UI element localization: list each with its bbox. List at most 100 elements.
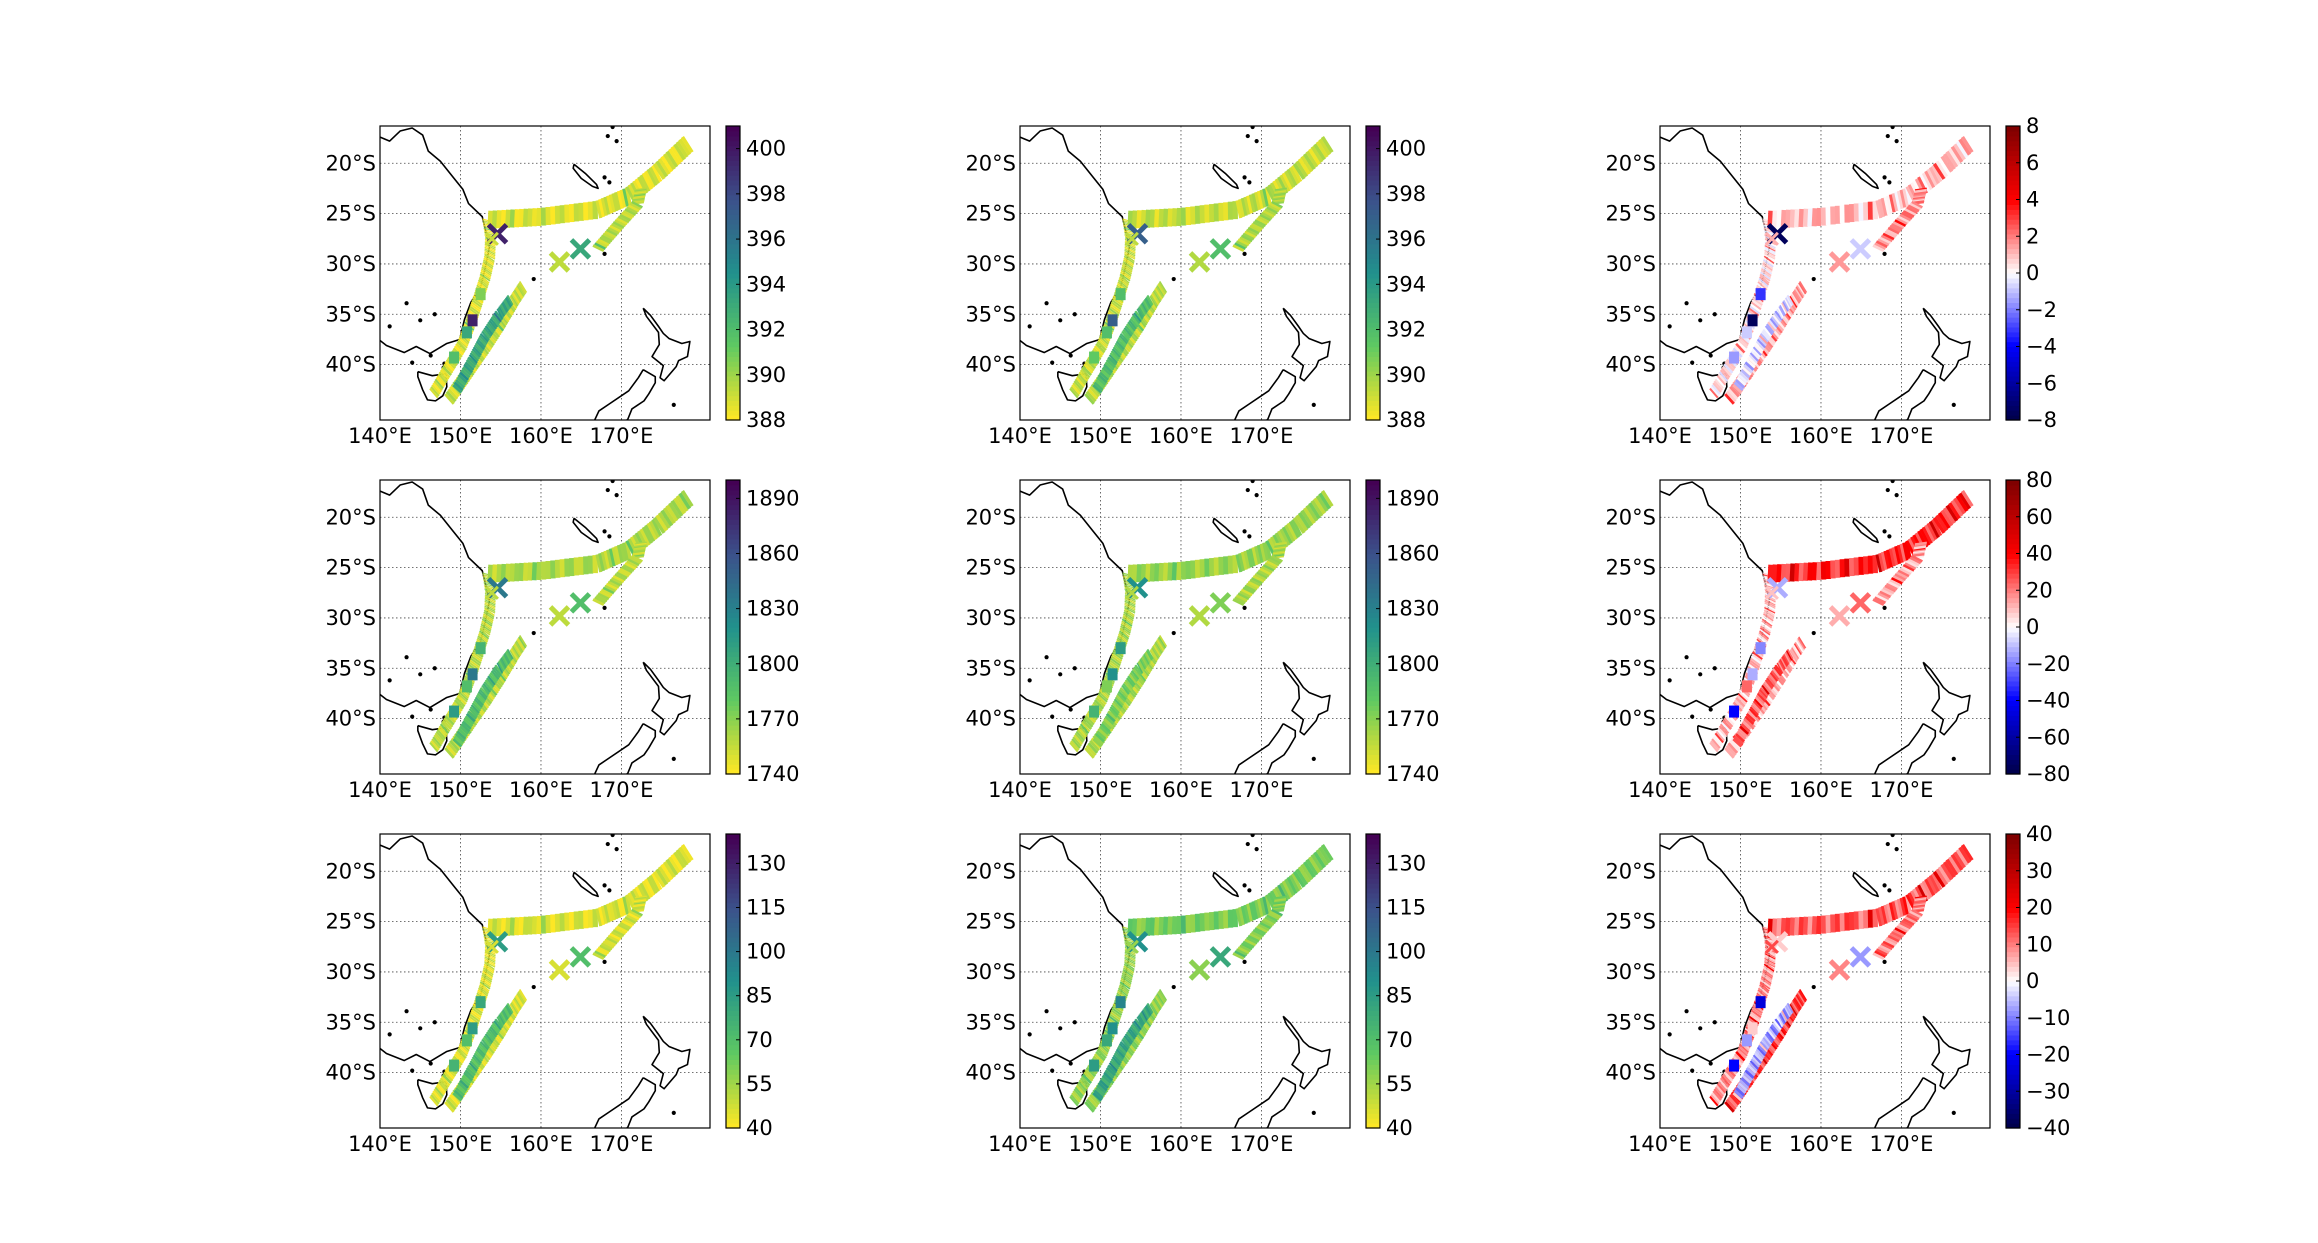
track-segment <box>1153 643 1162 656</box>
island-dot <box>1044 1009 1049 1014</box>
colorbar-band <box>1366 990 1380 997</box>
track-segment <box>1313 497 1326 515</box>
track-segment <box>644 524 656 543</box>
track-segment <box>1790 648 1799 661</box>
track-segment <box>465 358 476 369</box>
track-segment <box>482 970 493 979</box>
colorbar-band <box>2006 204 2020 210</box>
track-segment <box>498 666 509 679</box>
colorbar-band <box>2006 769 2020 775</box>
colorbar-band <box>726 233 740 240</box>
track-segment <box>1136 1016 1144 1028</box>
track-segment <box>1907 184 1919 202</box>
track-segment <box>595 948 608 957</box>
track-segment <box>612 929 625 937</box>
lon-tick-label: 150°E <box>1709 1132 1773 1156</box>
track-segment <box>1124 253 1136 260</box>
track-segment <box>1124 953 1136 960</box>
track-segment <box>483 609 495 618</box>
track-segment <box>1087 1096 1099 1108</box>
colorbar-band <box>2006 631 2020 638</box>
lon-tick-label: 160°E <box>1789 424 1853 448</box>
colorbar-band <box>2006 887 2020 894</box>
track-segment <box>482 968 494 978</box>
track-segment <box>1932 162 1946 180</box>
track-segment <box>1948 148 1961 166</box>
colorbar-band <box>2006 563 2020 569</box>
colorbar-band <box>1366 1088 1380 1095</box>
track-segment <box>1780 657 1787 669</box>
track-segment <box>1891 901 1899 920</box>
track-segment <box>1761 264 1773 273</box>
colorbar-band <box>1366 238 1380 245</box>
track-segment <box>1785 1004 1793 1015</box>
track-segment <box>1247 226 1260 235</box>
track-segment <box>482 682 491 693</box>
colorbar-band <box>726 1005 740 1011</box>
colorbar-band <box>726 1069 740 1075</box>
track-segment <box>439 723 450 734</box>
colorbar-band <box>1366 729 1380 736</box>
track-segment <box>1121 266 1133 275</box>
lon-tick-label: 150°E <box>1069 778 1133 802</box>
colorbar-band <box>2006 499 2020 506</box>
track-segment <box>1300 863 1314 881</box>
track-segment <box>1875 200 1883 219</box>
track-segment <box>498 660 506 671</box>
track-segment <box>1723 717 1734 728</box>
track-segment <box>1096 1048 1107 1060</box>
colorbar-band <box>726 219 740 225</box>
island-dot <box>1894 139 1899 144</box>
track-segment <box>1109 659 1121 669</box>
track-cross-marker <box>548 251 571 273</box>
colorbar-band <box>2006 395 2020 401</box>
track-segment <box>1792 999 1801 1012</box>
colorbar-band <box>726 627 740 633</box>
track-segment <box>1772 676 1783 688</box>
track-segment <box>482 613 494 622</box>
colorbar-tick-label: 398 <box>746 182 786 206</box>
track-segment <box>622 210 635 218</box>
island-dot <box>1878 826 1881 829</box>
track-segment <box>625 914 638 923</box>
island-dot <box>1708 1061 1713 1066</box>
track-segment <box>1764 602 1776 609</box>
map-frame <box>1659 833 1991 1129</box>
lat-tick-label: 40°S <box>965 707 1016 731</box>
island-dot <box>1708 353 1713 358</box>
island-dot <box>1882 175 1887 180</box>
track-segment <box>1249 224 1262 233</box>
track-segment <box>1778 1014 1786 1025</box>
track-segment <box>1320 136 1334 154</box>
colorbar-band <box>2006 922 2020 928</box>
track-segment <box>1780 1011 1787 1023</box>
colorbar-band <box>726 204 740 210</box>
colorbar-tick-label: 55 <box>1386 1072 1413 1096</box>
track-segment <box>1764 959 1776 967</box>
track-segment <box>484 248 496 255</box>
colorbar-tick-label: 40 <box>2026 542 2053 566</box>
track-segment <box>1769 1025 1779 1036</box>
track-segment <box>631 200 643 209</box>
track-segment <box>1885 228 1898 237</box>
track-segment <box>1760 623 1772 633</box>
track-segment <box>479 273 491 282</box>
track-segment <box>429 741 439 753</box>
track-segment <box>443 1071 454 1082</box>
track-segment <box>1249 578 1262 587</box>
track-segment <box>634 178 646 196</box>
track-segment <box>1135 1025 1146 1038</box>
track-segment <box>1235 200 1243 219</box>
track-segment <box>505 296 513 307</box>
colorbar-band <box>2006 331 2020 338</box>
track-segment <box>441 365 452 377</box>
colorbar-band <box>2006 656 2020 662</box>
track-segment <box>480 267 492 277</box>
colorbar-band <box>726 676 740 682</box>
track-segment <box>1122 967 1134 976</box>
track-segment <box>1751 1007 1763 1017</box>
track-segment <box>1119 273 1131 282</box>
track-segment <box>1732 738 1743 748</box>
colorbar-band <box>2006 189 2020 196</box>
